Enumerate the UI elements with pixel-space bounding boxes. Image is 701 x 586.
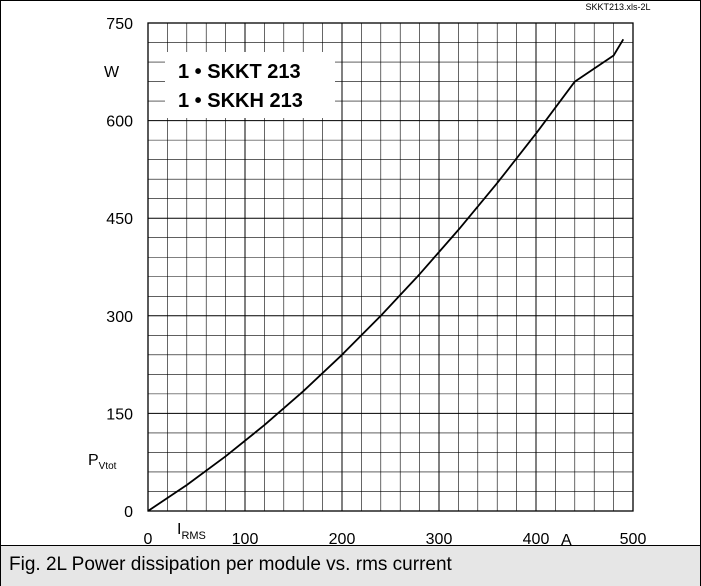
x-tick-label: 100 — [232, 531, 259, 546]
plot-border — [147, 22, 634, 512]
y-tick-label: 300 — [106, 309, 133, 326]
x-tick-label: 400 — [523, 531, 550, 546]
y-axis-label-sub: Vtot — [99, 461, 117, 472]
y-unit-label: W — [104, 64, 120, 81]
legend-line-1: 1 • SKKT 213 — [178, 61, 301, 83]
y-tick-label: 750 — [106, 16, 133, 33]
y-tick-label: 0 — [124, 504, 133, 521]
x-axis-label-main: I — [177, 521, 181, 538]
y-axis-label: PVtot — [88, 452, 117, 472]
tick-labels: 0 100 200 300 400 500 0 150 300 450 600 750 — [106, 16, 646, 546]
x-tick-label: 500 — [620, 531, 647, 546]
figure-caption: Fig. 2L Power dissipation per module vs.… — [9, 554, 452, 575]
caption-bar: Fig. 2L Power dissipation per module vs.… — [1, 545, 700, 586]
curve-layer — [147, 38, 625, 512]
y-axis-label-main: P — [88, 452, 99, 469]
y-tick-label: 600 — [106, 114, 133, 131]
x-tick-label: 0 — [144, 531, 153, 546]
legend-box-background — [165, 52, 335, 118]
source-tag: SKKT213.xls-2L — [585, 2, 650, 12]
x-axis-label-sub: RMS — [181, 530, 205, 542]
legend-box: 1 • SKKT 213 1 • SKKH 213 — [165, 52, 335, 118]
x-tick-label: 300 — [426, 531, 453, 546]
power-curve — [147, 38, 625, 512]
x-tick-label: 200 — [329, 531, 356, 546]
x-unit-label: A — [561, 532, 572, 546]
legend-line-2: 1 • SKKH 213 — [178, 90, 303, 112]
power-dissipation-chart: 0 100 200 300 400 500 0 150 300 450 600 750 1 • SKK… — [88, 2, 651, 546]
y-tick-label: 450 — [106, 211, 133, 228]
x-axis-label: IRMS — [177, 521, 206, 542]
y-tick-label: 150 — [106, 406, 133, 423]
